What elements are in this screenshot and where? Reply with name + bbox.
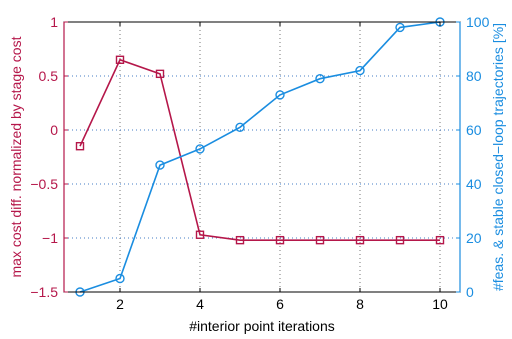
y-left-tick-label: 1 — [50, 14, 58, 30]
data-point-square — [115, 55, 125, 64]
y-axis-right-label: #feas. & stable closed−loop trajectories… — [490, 23, 506, 291]
data-point-square — [75, 141, 85, 151]
x-tick-label: 8 — [356, 296, 364, 312]
y-left-tick-label: 0 — [50, 122, 58, 138]
data-point-circle — [155, 160, 165, 170]
y-left-tick-label: −1.5 — [30, 284, 58, 300]
data-point-square — [155, 69, 165, 79]
data-point-circle — [395, 22, 405, 33]
data-point-square — [395, 235, 405, 245]
y-left-tick-label: −0.5 — [30, 176, 58, 192]
y-right-tick-label: 0 — [466, 284, 474, 300]
x-tick-label: 6 — [276, 296, 284, 312]
plot-area — [64, 22, 460, 292]
x-tick-label: 10 — [432, 296, 448, 312]
x-tick-label: 2 — [116, 296, 124, 312]
data-point-square — [275, 235, 285, 245]
y-right-tick-label: 20 — [466, 230, 482, 246]
y-right-tick-label: 60 — [466, 122, 482, 138]
data-point-square — [355, 235, 365, 245]
data-point-square — [315, 235, 325, 245]
data-point-square — [195, 230, 205, 239]
data-point-circle — [355, 65, 365, 76]
y-axis-left-label: max cost diff. normalized by stage cost — [8, 36, 24, 277]
data-point-circle — [235, 122, 245, 133]
y-right-tick-label: 40 — [466, 176, 482, 192]
data-point-circle — [275, 90, 285, 100]
data-point-circle — [315, 73, 325, 84]
x-tick-label: 4 — [196, 296, 204, 312]
x-axis-label: #interior point iterations — [189, 318, 335, 334]
data-point-circle — [115, 273, 125, 284]
data-point-square — [235, 235, 245, 245]
data-point-circle — [195, 144, 205, 154]
y-left-tick-label: −1 — [42, 230, 58, 246]
y-left-tick-label: 0.5 — [39, 68, 59, 84]
series-line-right — [79, 21, 441, 293]
data-point-square — [435, 235, 445, 245]
series-line-left — [79, 58, 440, 241]
series-layer — [75, 17, 445, 297]
y-right-tick-label: 80 — [466, 68, 482, 84]
y-right-tick-label: 100 — [466, 14, 490, 30]
